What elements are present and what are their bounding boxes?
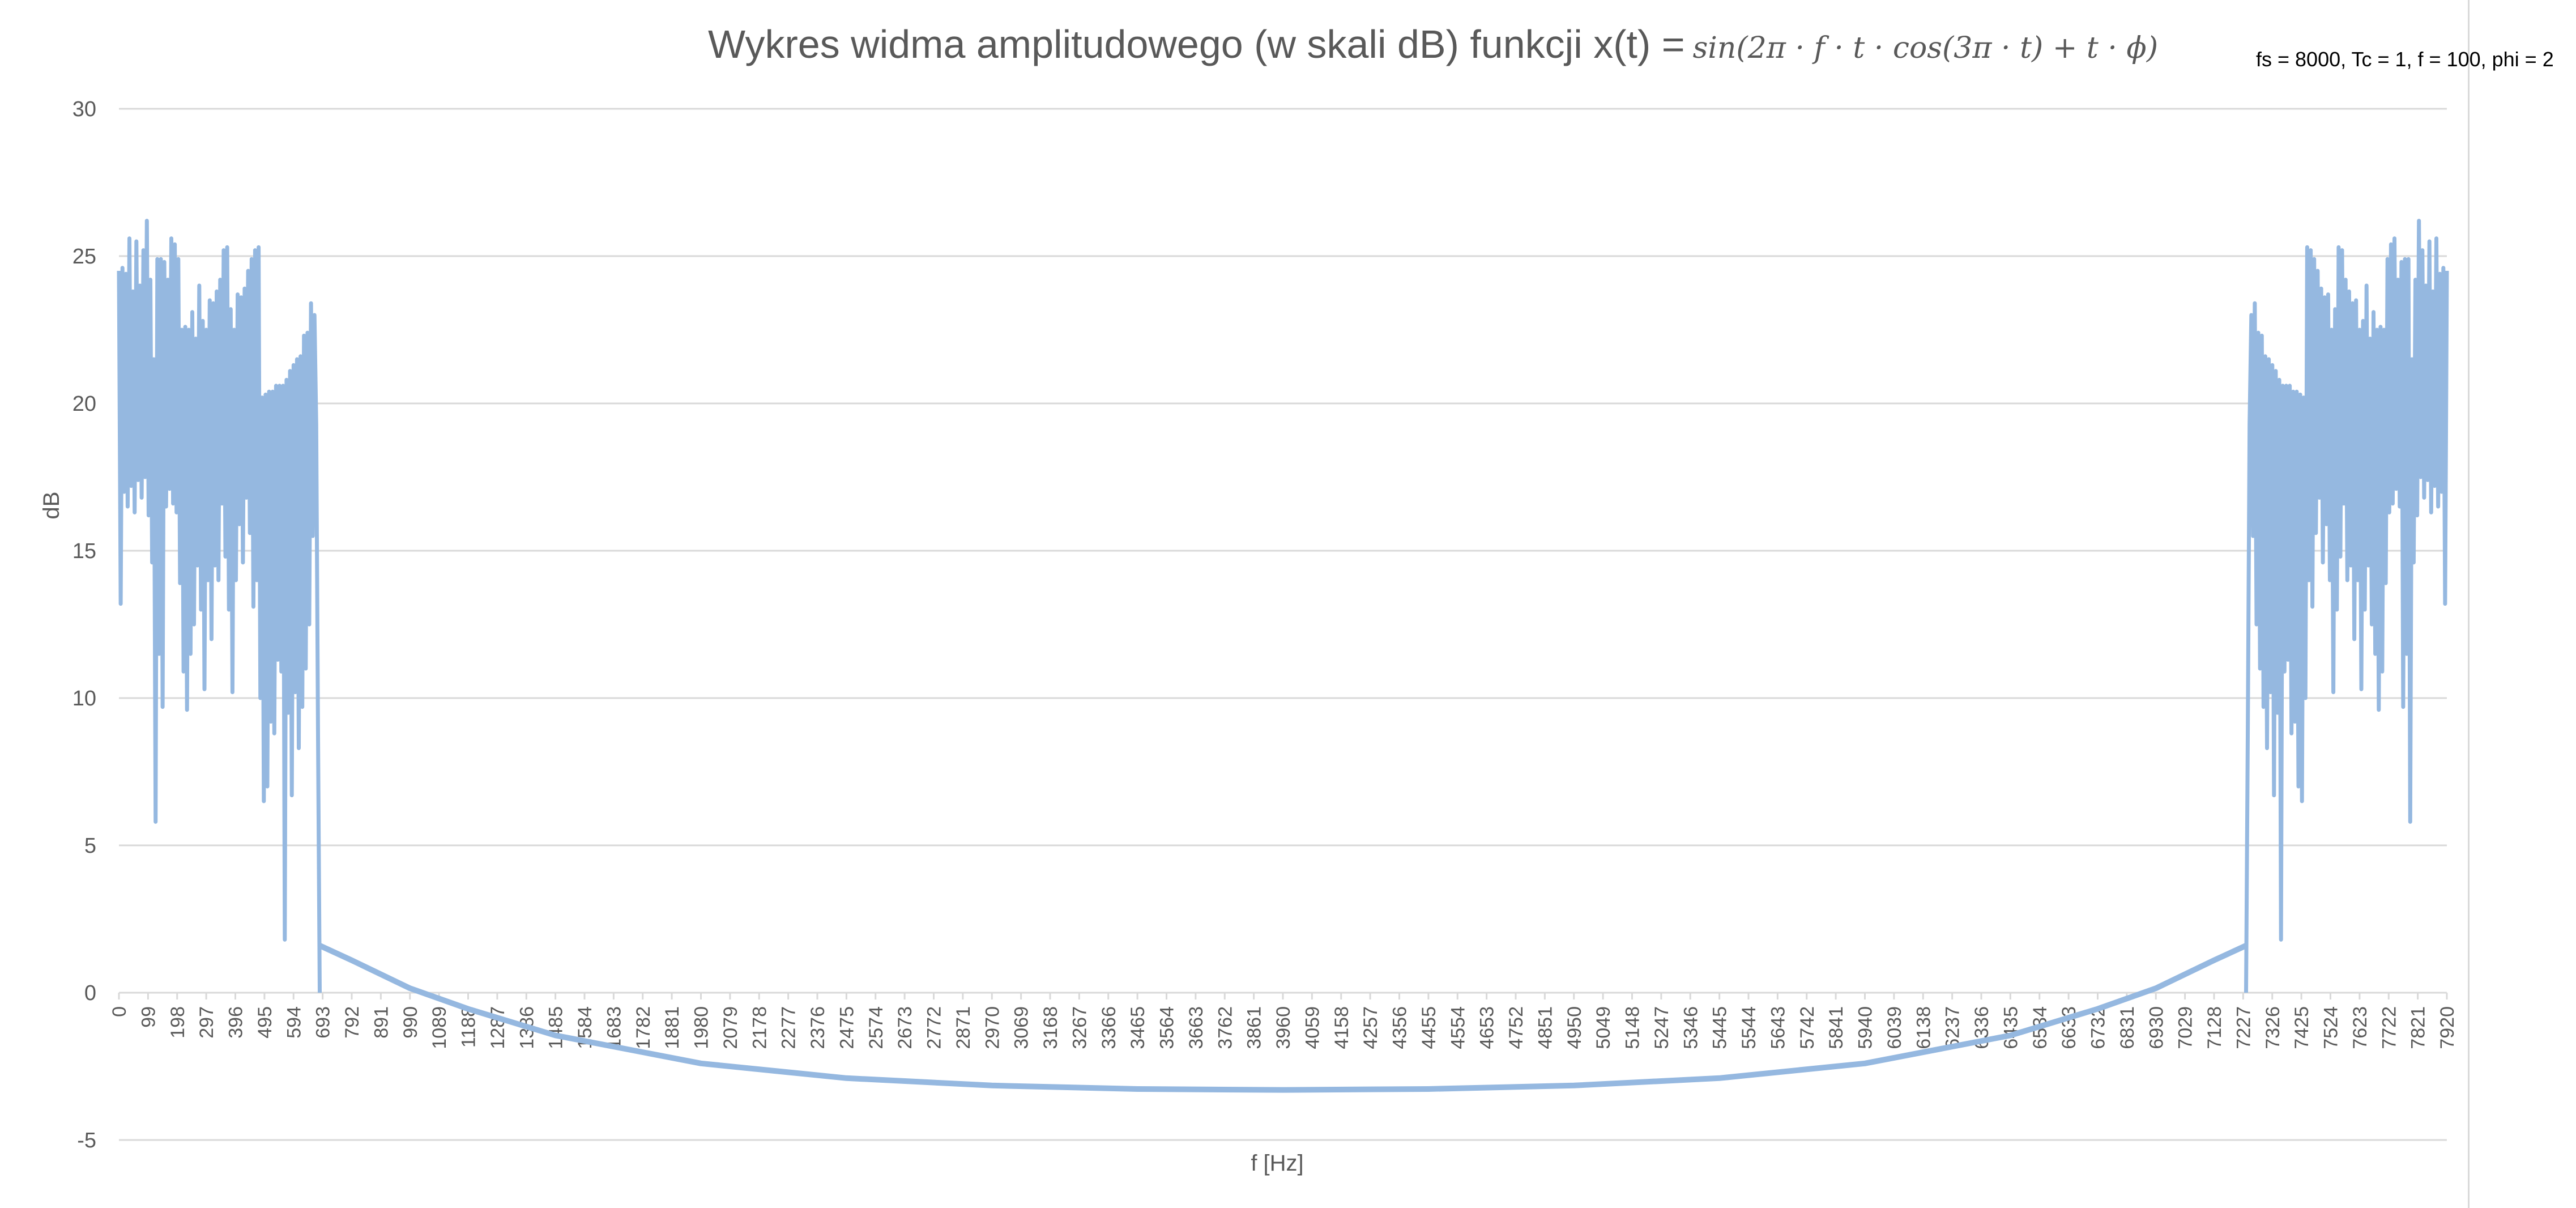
x-tick-label: 3069 <box>1011 1006 1033 1049</box>
x-tick-label: 3861 <box>1244 1006 1265 1049</box>
y-tick-label: 5 <box>84 834 96 858</box>
x-tick-label: 396 <box>225 1006 247 1039</box>
x-tick-label: 5346 <box>1680 1006 1701 1049</box>
x-tick-label: 2871 <box>953 1006 974 1049</box>
x-tick-label: 7128 <box>2204 1006 2225 1049</box>
x-tick-label: 7524 <box>2321 1006 2342 1049</box>
y-tick-label: 10 <box>72 687 96 711</box>
x-tick-label: 1782 <box>633 1006 654 1049</box>
x-tick-label: 7029 <box>2175 1006 2197 1049</box>
x-tick-label: 5148 <box>1622 1006 1644 1049</box>
x-tick-label: 7821 <box>2408 1006 2429 1049</box>
x-tick-label: 6930 <box>2146 1006 2167 1049</box>
x-tick-label: 2277 <box>778 1006 800 1049</box>
x-tick-label: 4059 <box>1302 1006 1323 1049</box>
y-tick-label: 25 <box>72 245 96 269</box>
x-tick-label: 99 <box>138 1006 159 1028</box>
x-tick-label: 6831 <box>2117 1006 2138 1049</box>
x-tick-label: 3762 <box>1214 1006 1236 1049</box>
x-tick-label: 6237 <box>1942 1006 1964 1049</box>
x-tick-label: 6039 <box>1884 1006 1905 1049</box>
x-tick-label: 891 <box>370 1006 392 1039</box>
x-tick-label: 6435 <box>2000 1006 2021 1049</box>
x-tick-label: 594 <box>283 1006 305 1039</box>
x-tick-label: 5841 <box>1826 1006 1847 1049</box>
x-tick-label: 1980 <box>691 1006 713 1049</box>
x-tick-label: 5049 <box>1593 1006 1614 1049</box>
x-tick-label: 7722 <box>2378 1006 2400 1049</box>
x-tick-label: 5742 <box>1797 1006 1818 1049</box>
x-tick-label: 990 <box>400 1006 421 1039</box>
x-tick-label: 4950 <box>1564 1006 1585 1049</box>
series-line-decay <box>318 943 2247 1093</box>
x-tick-label: 1683 <box>603 1006 625 1049</box>
chart-title: Wykres widma amplitudowego (w skali dB) … <box>708 22 2158 67</box>
x-tick-label: 4653 <box>1477 1006 1498 1049</box>
x-tick-label: 1485 <box>545 1006 567 1049</box>
x-tick-label: 5445 <box>1709 1006 1731 1049</box>
x-tick-label: 5643 <box>1767 1006 1789 1049</box>
x-tick-label: 2475 <box>836 1006 858 1049</box>
x-tick-label: 2079 <box>720 1006 741 1049</box>
chart-area: -5 0 5 10 15 20 25 30 0 99 198 297 396 495 594 693 792 89… <box>39 0 2554 1208</box>
series-line-right-band <box>2244 219 2449 993</box>
x-tick-label: 5247 <box>1651 1006 1673 1049</box>
y-tick-label: 0 <box>84 981 96 1005</box>
x-tick-label: 3267 <box>1069 1006 1090 1049</box>
x-tick-label: 495 <box>254 1006 276 1039</box>
x-tick-label: 4257 <box>1360 1006 1381 1049</box>
x-tick-label: 3168 <box>1040 1006 1061 1049</box>
y-tick-label: 20 <box>72 392 96 416</box>
y-tick-label: -5 <box>77 1129 96 1152</box>
x-tick-label: 4158 <box>1331 1006 1353 1049</box>
x-tick-label: 2970 <box>982 1006 1003 1049</box>
chart-title-formula: sin(2π · f · t · cos(3π · t) + t · ϕ) <box>1692 31 2159 65</box>
series-line-left-band <box>117 219 322 993</box>
x-tick-label: 4752 <box>1505 1006 1527 1049</box>
x-tick-label: 2574 <box>865 1006 887 1049</box>
x-tick-label: 3366 <box>1098 1006 1120 1049</box>
x-tick-label: 3564 <box>1157 1006 1178 1049</box>
x-tick-label: 7326 <box>2262 1006 2284 1049</box>
x-tick-label: 5544 <box>1738 1006 1760 1049</box>
y-tick-label: 15 <box>72 539 96 563</box>
x-tick-label: 0 <box>109 1006 130 1017</box>
x-tick-label: 2178 <box>749 1006 770 1049</box>
x-tick-label: 6138 <box>1913 1006 1934 1049</box>
x-tick-label: 1089 <box>429 1006 450 1049</box>
x-tick-label: 7425 <box>2291 1006 2313 1049</box>
x-tick-label: 7227 <box>2233 1006 2254 1049</box>
y-tick-label: 30 <box>72 97 96 121</box>
x-tick-label: 7623 <box>2349 1006 2371 1049</box>
parameters-annotation: fs = 8000, Tc = 1, f = 100, phi = 2 <box>2256 48 2554 71</box>
x-tick-label: 297 <box>196 1006 217 1039</box>
y-axis-title: dB <box>39 492 64 520</box>
x-tick-label: 2673 <box>894 1006 916 1049</box>
x-tick-label: 792 <box>342 1006 363 1039</box>
x-tick-label: 3960 <box>1273 1006 1294 1049</box>
chart-title-text: Wykres widma amplitudowego (w skali dB) … <box>708 22 1685 66</box>
x-tick-label: 5940 <box>1855 1006 1876 1049</box>
x-tick-label: 7920 <box>2437 1006 2458 1049</box>
x-tick-label: 4455 <box>1418 1006 1440 1049</box>
x-tick-label: 1881 <box>662 1006 683 1049</box>
x-tick-label: 4554 <box>1447 1006 1469 1049</box>
x-tick-label: 693 <box>313 1006 334 1039</box>
x-axis-title: f [Hz] <box>1251 1151 1303 1176</box>
spectrum-plot: -5 0 5 10 15 20 25 30 0 99 198 297 396 495 594 693 792 89… <box>39 97 2458 1176</box>
x-tick-label: 2772 <box>924 1006 945 1049</box>
x-tick-label: 2376 <box>807 1006 829 1049</box>
x-tick-label: 4356 <box>1389 1006 1411 1049</box>
x-tick-label: 4851 <box>1534 1006 1556 1049</box>
x-tick-label: 198 <box>167 1006 189 1039</box>
x-tick-label: 3465 <box>1127 1006 1149 1049</box>
x-tick-label: 3663 <box>1185 1006 1207 1049</box>
